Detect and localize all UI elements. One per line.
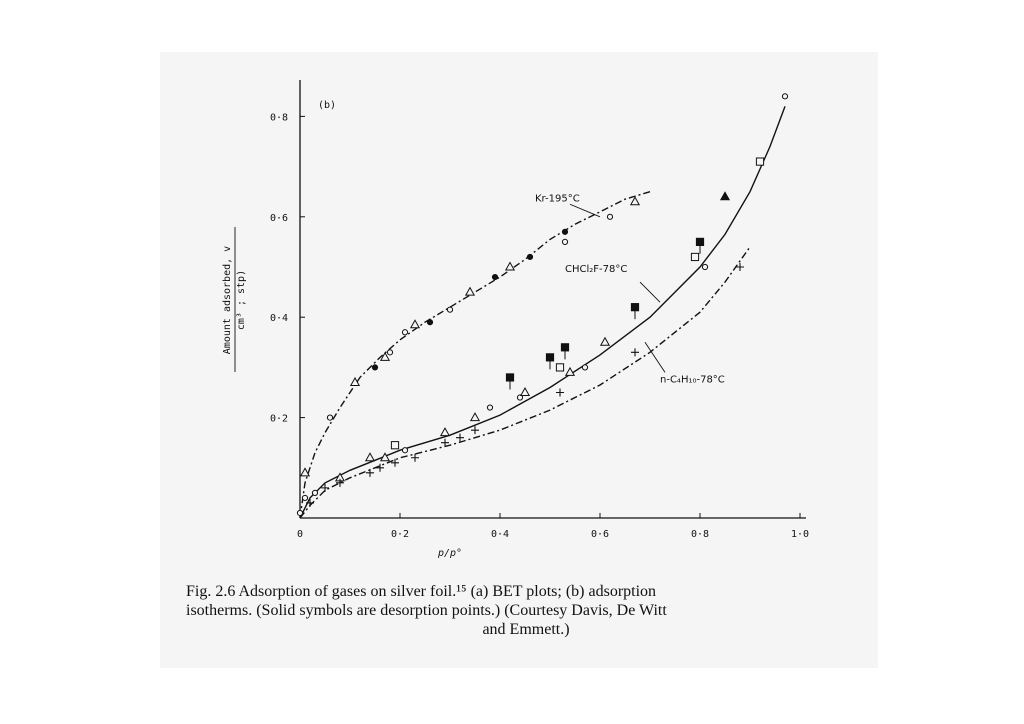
y-tick-label: 0·2 (270, 414, 288, 425)
series-label-leader (639, 281, 661, 303)
x-tick-label: 0·4 (491, 529, 509, 540)
data-point-plus (411, 453, 419, 462)
data-point-triangle (519, 386, 531, 396)
data-point-plus (456, 433, 464, 442)
x-tick-label: 0·2 (391, 529, 409, 540)
data-point-triangle (629, 196, 641, 206)
data-point-circle (301, 494, 309, 502)
x-tick-label: 1·0 (791, 529, 809, 540)
data-point-circle (296, 509, 304, 517)
data-point-circle (401, 447, 409, 454)
data-point-circle (701, 263, 709, 271)
data-point-plus (631, 348, 639, 357)
data-point-triangle (564, 366, 576, 376)
data-point-circle (561, 228, 569, 235)
data-point-plus (441, 438, 449, 447)
y-axis-unit: cm³ ; stp) (236, 270, 247, 330)
panel-label: (b) (318, 100, 336, 111)
data-point-triangle (364, 452, 376, 462)
data-point-square (755, 157, 765, 166)
data-point-circle (386, 349, 394, 356)
butane-isotherm-curve (299, 246, 751, 519)
caption-line-1: Fig. 2.6 Adsorption of gases on silver f… (186, 583, 657, 600)
data-point-circle (326, 414, 334, 421)
data-point-triangle (504, 261, 516, 271)
data-point-circle (516, 394, 524, 401)
data-point-plus (336, 478, 344, 487)
data-point-square (630, 303, 640, 312)
data-point-square (695, 237, 705, 247)
isotherm-chart: 0 0·2 0·4 0·6 0·8 1·0 0·2 0·4 0·6 0·8 (b) p/p° Amoun… (222, 80, 809, 559)
data-point-square (505, 373, 515, 382)
x-tick-label: 0 (297, 529, 303, 540)
data-point-plus (321, 483, 329, 492)
data-point-circle (526, 253, 534, 261)
data-point-triangle (299, 467, 311, 477)
data-point-square (545, 353, 555, 362)
data-point-circle (561, 238, 569, 245)
series-label: CHCl₂F-78°C (565, 264, 627, 275)
data-point-triangle (599, 336, 611, 346)
data-point-square (390, 441, 400, 450)
data-point-triangle (349, 376, 361, 386)
y-tick-label: 0·4 (270, 313, 288, 324)
caption-line-3: and Emmett.) (482, 621, 570, 638)
series-label-leader (644, 342, 666, 373)
series-label: Kr-195°C (535, 194, 580, 205)
series-label-leader (569, 203, 601, 218)
data-point-circle (491, 273, 499, 281)
chcl2f-isotherm-curve (299, 106, 786, 519)
data-point-plus (556, 388, 564, 397)
data-point-plus (736, 263, 744, 271)
data-point-plus (306, 498, 314, 507)
y-axis-label: Amount adsorbed, v (222, 246, 233, 354)
data-point-triangle (439, 427, 451, 437)
data-point-plus (391, 458, 399, 467)
y-tick-label: 0·6 (270, 213, 288, 224)
y-tick-label: 0·8 (270, 112, 288, 123)
figure-caption: Fig. 2.6 Adsorption of gases on silver f… (186, 582, 866, 639)
data-point-circle (426, 319, 434, 326)
data-point-triangle (409, 319, 421, 329)
figure-card: 0 0·2 0·4 0·6 0·8 1·0 0·2 0·4 0·6 0·8 (b) p/p° Amoun… (160, 52, 878, 668)
data-point-circle (371, 364, 379, 371)
data-point-circle (446, 306, 454, 313)
data-point-circle (311, 489, 319, 496)
data-point-circle (606, 213, 614, 220)
caption-line-2: isotherms. (Solid symbols are desorption… (186, 602, 667, 619)
data-point-square (555, 363, 565, 372)
kr-isotherm-curve (299, 191, 651, 519)
data-point-triangle (719, 191, 731, 201)
x-tick-label: 0·6 (591, 529, 609, 540)
data-point-square (560, 343, 570, 352)
series-label: n-C₄H₁₀-78°C (660, 374, 725, 385)
x-axis-label: p/p° (437, 548, 462, 559)
data-point-plus (366, 468, 374, 477)
data-point-triangle (464, 286, 476, 296)
data-point-circle (781, 93, 789, 100)
x-tick-label: 0·8 (691, 529, 709, 540)
data-point-triangle (469, 412, 481, 422)
data-point-plus (376, 463, 384, 472)
data-point-circle (581, 364, 589, 371)
data-point-plus (471, 426, 479, 435)
data-point-circle (486, 404, 494, 411)
data-point-square (690, 252, 700, 262)
data-point-triangle (379, 351, 391, 361)
data-point-circle (401, 329, 409, 336)
data-point-triangle (379, 452, 391, 462)
